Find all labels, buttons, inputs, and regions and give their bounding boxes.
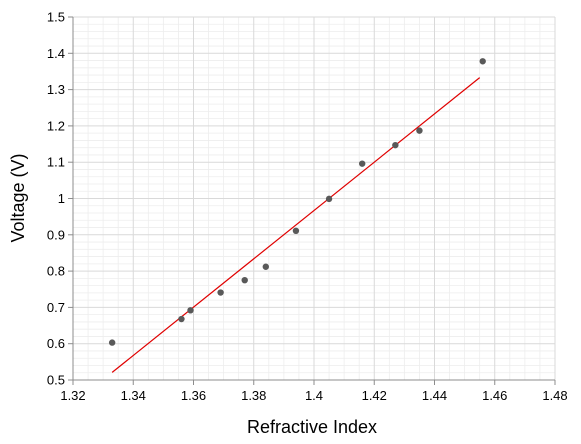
data-point: [292, 227, 300, 235]
data-point: [479, 58, 486, 65]
y-tick-label: 0.6: [47, 336, 65, 351]
data-point: [416, 127, 423, 134]
x-tick-labels: 1.32 1.34 1.36 1.38 1.4 1.42 1.44 1.46 1.48: [60, 388, 567, 403]
data-point: [241, 276, 248, 284]
data-point: [108, 339, 116, 346]
data-point: [359, 160, 366, 167]
y-tick-labels: 0.5 0.6 0.7 0.8 0.9 1 1.1 1.2 1.3 1.4 1.5: [47, 10, 65, 388]
y-tick-label: 1.2: [47, 118, 65, 133]
y-tick-label: 1: [58, 191, 65, 206]
trendline: [111, 77, 481, 373]
x-tick-label: 1.36: [181, 388, 206, 403]
y-axis-title: Voltage (V): [8, 153, 28, 242]
y-tick-label: 1.5: [47, 10, 65, 25]
x-tick-label: 1.46: [482, 388, 507, 403]
x-tick-label: 1.38: [241, 388, 266, 403]
y-tick-label: 0.5: [47, 373, 65, 388]
x-tick-label: 1.4: [305, 388, 323, 403]
axes: [68, 16, 556, 385]
x-tick-label: 1.48: [542, 388, 567, 403]
data-point: [392, 141, 399, 149]
data-point: [178, 315, 185, 323]
x-tick-label: 1.32: [60, 388, 85, 403]
data-point: [325, 195, 333, 203]
trendline-layer: [111, 77, 481, 373]
x-tick-label: 1.44: [422, 388, 447, 403]
y-tick-label: 0.8: [47, 264, 65, 279]
x-axis-title: Refractive Index: [247, 417, 377, 437]
major-gridlines: [73, 16, 556, 380]
y-tick-label: 1.1: [47, 155, 65, 170]
data-point: [217, 289, 224, 296]
data-points: [108, 58, 486, 346]
data-point: [187, 307, 194, 314]
y-tick-label: 1.4: [47, 46, 65, 61]
y-tick-label: 0.7: [47, 300, 65, 315]
y-tick-label: 0.9: [47, 227, 65, 242]
x-tick-label: 1.42: [362, 388, 387, 403]
y-tick-label: 1.3: [47, 82, 65, 97]
x-tick-label: 1.34: [121, 388, 146, 403]
data-point: [262, 263, 269, 270]
